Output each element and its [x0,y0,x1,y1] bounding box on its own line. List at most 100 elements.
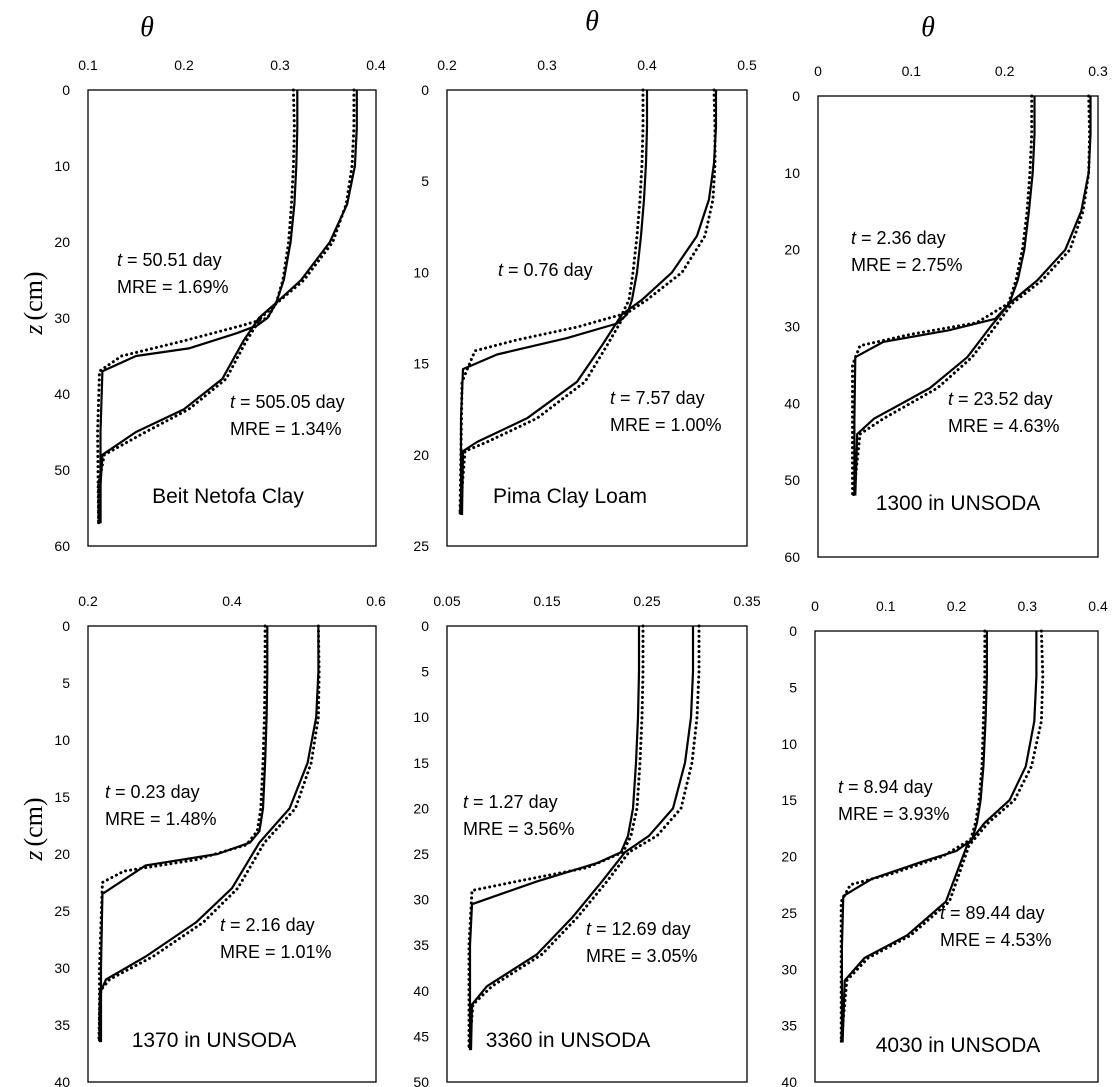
y-axis-label: z (cm) [19,797,48,861]
mre-annotation: MRE = 1.00% [610,415,722,435]
solid-series-line [99,90,358,524]
y-tick-label: 20 [784,242,800,258]
y-tick-label: 60 [784,549,800,565]
x-tick-label: 0.5 [737,57,757,73]
y-tick-label: 0 [62,82,70,98]
time-value: = 50.51 day [122,250,222,270]
time-symbol: t [230,392,236,412]
soil-name-label: 1370 in UNSODA [132,1029,297,1052]
y-axis-unit: (cm) [19,797,48,846]
y-tick-label: 50 [54,462,70,478]
soil-name-label: 1300 in UNSODA [876,492,1041,515]
soil-name-label: Beit Netofa Clay [152,485,304,508]
y-tick-label: 20 [54,234,70,250]
y-tick-label: 10 [54,158,70,174]
dotted-series-line [839,629,1045,1044]
mre-annotation: MRE = 4.53% [940,930,1052,950]
y-tick-label: 5 [421,664,429,680]
x-tick-label: 0.25 [633,593,660,609]
time-value: = 7.57 day [615,388,705,408]
dotted-series-line [97,624,321,1044]
x-tick-label: 0.2 [78,593,98,609]
y-tick-label: 20 [413,447,429,463]
x-tick-label: 0.2 [437,57,457,73]
y-tick-label: 40 [54,386,70,402]
solid-series-line [840,631,989,1043]
time-symbol: t [610,388,616,408]
y-tick-label: 25 [413,538,429,554]
y-axis-unit: (cm) [19,271,48,320]
plot-frame [446,625,748,1083]
y-tick-label: 30 [781,961,797,977]
y-tick-label: 0 [789,623,797,639]
soil-name-label: 3360 in UNSODA [486,1029,651,1052]
dotted-series-line [458,88,645,517]
mre-annotation: MRE = 3.05% [586,946,698,966]
time-value: = 23.52 day [953,389,1053,409]
x-tick-label: 0.1 [876,598,896,614]
dotted-series-line [97,88,356,525]
time-value: = 0.23 day [110,782,200,802]
time-annotation: t = 505.05 day [230,392,345,412]
dotted-series-line [467,624,645,1052]
x-tick-label: 0.2 [995,63,1015,79]
chart-panel-4: 0.2 0.4 0.6 0 5 10 15 20 25 30 35 40 z (cm) t = 0.23 d… [19,593,386,1087]
mre-annotation: MRE = 4.63% [948,416,1060,436]
time-annotation: t = 0.23 day [105,782,200,802]
y-tick-label: 10 [784,165,800,181]
time-annotation: t = 8.94 day [838,777,933,797]
y-tick-label: 10 [54,732,70,748]
x-tick-label: 0 [811,598,819,614]
solid-series-line [841,631,1038,1043]
y-tick-label: 5 [62,675,70,691]
y-tick-label: 25 [781,905,797,921]
time-value: = 2.16 day [225,915,315,935]
y-tick-label: 40 [784,395,800,411]
time-value: = 0.76 day [503,260,593,280]
time-symbol: t [117,250,123,270]
y-tick-label: 40 [781,1074,797,1087]
x-tick-label: 0.2 [947,598,967,614]
plot-frame [817,95,1099,558]
time-annotation: t = 12.69 day [586,919,691,939]
x-tick-label: 0.3 [270,57,290,73]
y-tick-label: 30 [54,960,70,976]
y-axis-symbol: z [19,850,48,861]
x-axis-symbol: θ [140,12,154,43]
mre-annotation: MRE = 1.01% [220,942,332,962]
y-tick-label: 5 [789,679,797,695]
time-annotation: t = 0.76 day [498,260,593,280]
time-annotation: t = 2.36 day [851,228,946,248]
plot-frame [814,630,1099,1083]
solid-series-line [459,90,649,515]
time-symbol: t [851,228,857,248]
x-tick-label: 0.4 [1088,598,1108,614]
x-tick-label: 0.2 [174,57,194,73]
solid-series-line [99,626,320,1043]
y-axis-label: z (cm) [19,271,48,335]
y-tick-label: 25 [54,903,70,919]
time-symbol: t [220,915,226,935]
x-tick-label: 0.3 [1088,63,1108,79]
dotted-series-line [467,624,701,1052]
chart-panel-5: 0.05 0.15 0.25 0.35 0 5 10 15 20 25 30 35 40 45 50 t = … [413,593,760,1087]
y-tick-label: 15 [54,789,70,805]
y-tick-label: 60 [54,538,70,554]
x-tick-label: 0.35 [733,593,760,609]
x-tick-label: 0.3 [1018,598,1038,614]
x-tick-label: 0.15 [533,593,560,609]
soil-name-label: Pima Clay Loam [493,485,647,508]
y-tick-label: 0 [421,618,429,634]
solid-series-line [460,90,718,516]
y-tick-label: 50 [784,472,800,488]
soil-name-label: 4030 in UNSODA [876,1034,1041,1057]
chart-panel-3: 0 0.1 0.2 0.3 0 10 20 30 40 50 60 θ t = 2.36 day MRE … [784,12,1108,565]
y-tick-label: 30 [54,310,70,326]
dotted-series-line [458,88,717,517]
x-axis-symbol: θ [921,12,935,43]
plot-frame [87,89,377,547]
y-tick-label: 10 [413,264,429,280]
x-axis-symbol: θ [585,6,599,37]
time-symbol: t [940,903,946,923]
